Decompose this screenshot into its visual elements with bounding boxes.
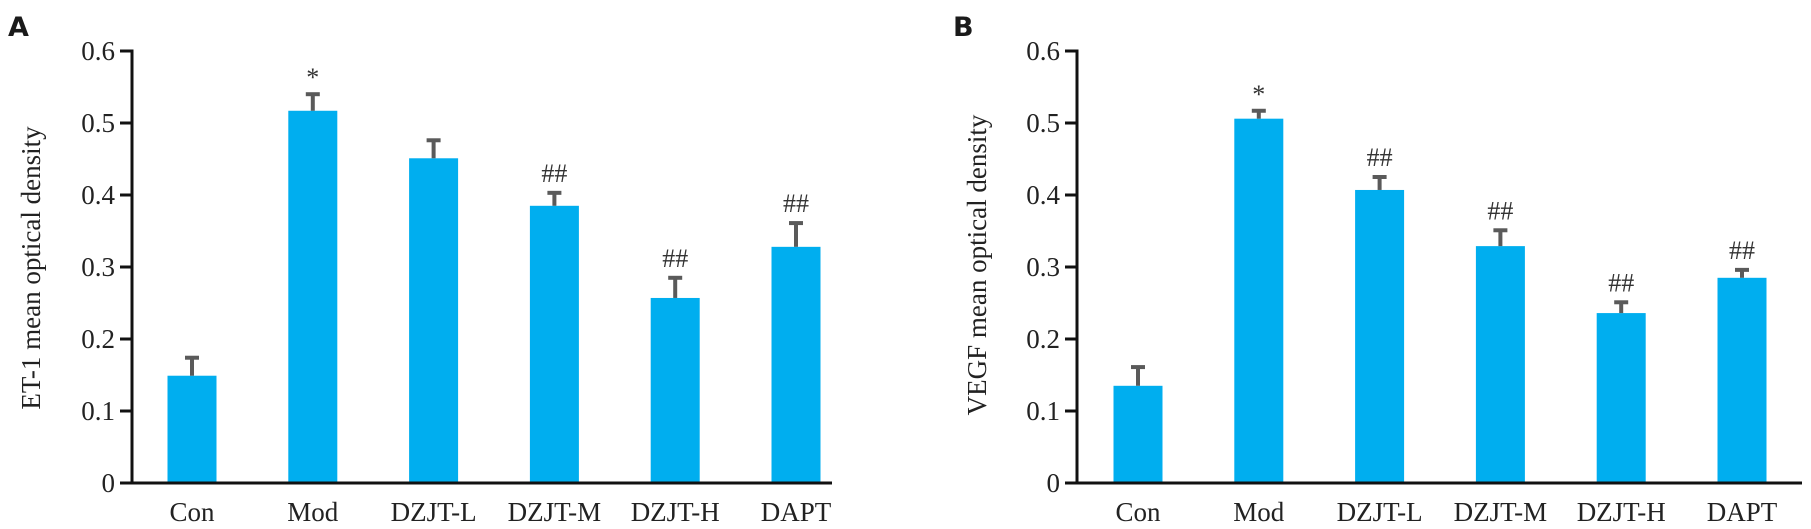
error-bar (1372, 175, 1387, 190)
x-tick-label: DZJT-M (1454, 497, 1548, 527)
error-bar (305, 92, 320, 111)
error-bar (668, 275, 683, 298)
x-tick-label: DAPT (761, 497, 832, 527)
x-tick-label: Con (1115, 497, 1161, 527)
x-tick-label: DZJT-H (631, 497, 720, 527)
x-tick-label: Mod (287, 497, 339, 527)
significance-hash: ## (662, 244, 688, 273)
error-bar (789, 221, 803, 247)
x-tick-labels: Con Mod DZJT-L DZJT-M DZJT-H DAPT (1115, 497, 1777, 527)
x-tick-label: DAPT (1707, 497, 1778, 527)
x-tick-label: DZJT-L (1337, 497, 1423, 527)
significance-asterisk: * (306, 63, 319, 92)
y-tick-label: 0.5 (81, 108, 115, 138)
panel-letter: A (8, 12, 29, 43)
bar-dzjt-h (650, 297, 700, 483)
y-tick-label: 0.3 (81, 252, 115, 282)
significance-hash: ## (1367, 143, 1393, 172)
y-tick-label: 0 (102, 468, 116, 498)
y-tick-label: 0.2 (81, 324, 115, 354)
error-bar (1251, 108, 1266, 119)
y-tick-label: 0.6 (1026, 36, 1060, 66)
significance-hash: ## (1487, 196, 1513, 225)
bar-con (167, 375, 217, 483)
error-bar (426, 138, 441, 159)
error-bar (547, 190, 562, 206)
bar-dzjt-m (1475, 246, 1525, 483)
panel-a: A ET-1 mean optical density 0 0.1 0.2 0.3 0.… (8, 12, 832, 527)
y-axis-title: ET-1 mean optical density (16, 126, 46, 410)
bar-dapt (1717, 277, 1767, 483)
bars: * ## ## ## ## (1113, 80, 1767, 484)
significance-hash: ## (1729, 236, 1755, 265)
y-tick-label: 0 (1047, 468, 1061, 498)
x-tick-label: DZJT-L (391, 497, 477, 527)
bar-dapt (771, 246, 821, 483)
x-tick-labels: Con Mod DZJT-L DZJT-M DZJT-H DAPT (169, 497, 831, 527)
significance-hash: ## (541, 159, 567, 188)
y-tick-label: 0.6 (81, 36, 115, 66)
x-tick-label: DZJT-M (508, 497, 602, 527)
x-tick-label: Mod (1233, 497, 1285, 527)
error-bar (1131, 365, 1145, 386)
bar-con (1113, 385, 1163, 483)
error-bar (1493, 228, 1508, 247)
bar-dzjt-l (409, 158, 459, 483)
y-tick-label: 0.4 (1026, 180, 1060, 210)
x-tick-label: Con (169, 497, 215, 527)
y-tick-label: 0.2 (1026, 324, 1060, 354)
bar-mod (1234, 118, 1284, 484)
y-ticks: 0 0.1 0.2 0.3 0.4 0.5 0.6 (1026, 36, 1077, 498)
bar-mod (288, 110, 338, 483)
x-tick-label: DZJT-H (1577, 497, 1666, 527)
y-tick-label: 0.1 (1026, 396, 1060, 426)
bar-dzjt-m (529, 205, 579, 484)
error-bar (1735, 267, 1749, 278)
bar-dzjt-l (1355, 189, 1405, 483)
bar-dzjt-h (1596, 313, 1646, 483)
y-tick-label: 0.4 (81, 180, 115, 210)
y-axis-title: VEGF mean optical density (962, 114, 992, 415)
significance-asterisk: * (1252, 80, 1265, 109)
error-bar (185, 355, 199, 376)
panel-letter: B (953, 12, 974, 43)
y-tick-label: 0.5 (1026, 108, 1060, 138)
bars: * ## ## ## (167, 63, 821, 484)
panel-b: B VEGF mean optical density 0 0.1 0.2 0.3 0.… (953, 12, 1802, 527)
significance-hash: ## (1608, 268, 1634, 297)
error-bar (1614, 300, 1629, 314)
significance-hash: ## (783, 189, 809, 218)
y-ticks: 0 0.1 0.2 0.3 0.4 0.5 0.6 (81, 36, 132, 498)
y-tick-label: 0.3 (1026, 252, 1060, 282)
y-tick-label: 0.1 (81, 396, 115, 426)
